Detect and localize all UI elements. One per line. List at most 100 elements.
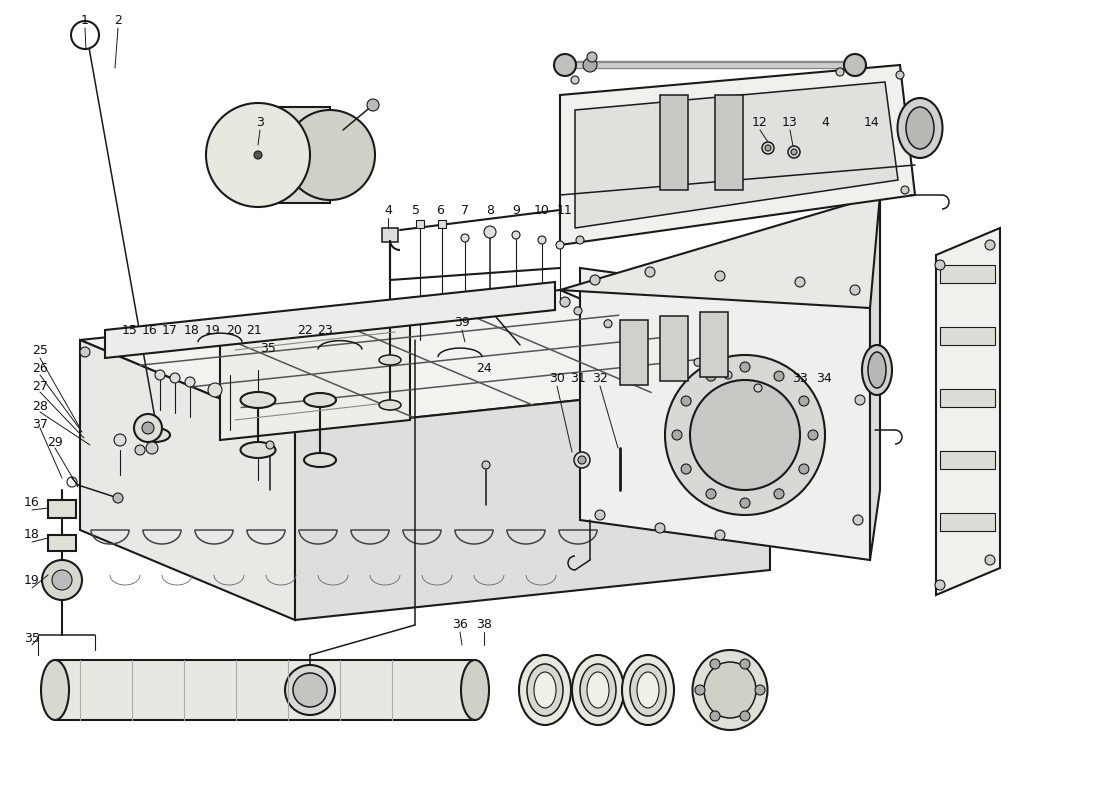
- Ellipse shape: [572, 655, 624, 725]
- Text: 24: 24: [476, 362, 492, 374]
- Circle shape: [855, 395, 865, 405]
- Circle shape: [740, 498, 750, 508]
- Circle shape: [574, 307, 582, 315]
- Text: 33: 33: [792, 371, 807, 385]
- Ellipse shape: [379, 400, 401, 410]
- Text: 37: 37: [32, 418, 48, 431]
- Circle shape: [799, 396, 808, 406]
- Text: 12: 12: [752, 115, 768, 129]
- Circle shape: [645, 267, 654, 277]
- Bar: [715, 95, 742, 190]
- Circle shape: [850, 285, 860, 295]
- Circle shape: [634, 333, 642, 341]
- Polygon shape: [580, 268, 870, 560]
- Text: 17: 17: [162, 323, 178, 337]
- Bar: [55, 660, 475, 720]
- Bar: [940, 327, 996, 345]
- Circle shape: [117, 343, 126, 353]
- Bar: [416, 220, 424, 228]
- Circle shape: [266, 441, 274, 449]
- Text: 28: 28: [32, 399, 48, 413]
- Ellipse shape: [379, 355, 401, 365]
- Circle shape: [190, 335, 201, 346]
- Circle shape: [654, 523, 666, 533]
- Text: 2: 2: [114, 14, 122, 26]
- Circle shape: [740, 711, 750, 721]
- Circle shape: [791, 149, 798, 155]
- Text: 4: 4: [384, 203, 392, 217]
- Circle shape: [710, 659, 720, 669]
- Circle shape: [134, 414, 162, 442]
- Circle shape: [604, 320, 612, 328]
- Text: 29: 29: [47, 435, 63, 449]
- Ellipse shape: [304, 453, 336, 467]
- Text: 18: 18: [24, 529, 40, 542]
- Bar: [940, 451, 996, 469]
- Circle shape: [538, 236, 546, 244]
- Circle shape: [154, 339, 164, 350]
- Text: 26: 26: [32, 362, 48, 374]
- Text: 6: 6: [436, 203, 444, 217]
- Polygon shape: [295, 380, 770, 620]
- Circle shape: [482, 461, 490, 469]
- Text: 31: 31: [570, 371, 586, 385]
- Ellipse shape: [461, 660, 490, 720]
- Circle shape: [681, 464, 691, 474]
- Text: 25: 25: [32, 343, 48, 357]
- Circle shape: [935, 260, 945, 270]
- Circle shape: [852, 515, 864, 525]
- Text: 39: 39: [454, 315, 470, 329]
- Text: 35: 35: [24, 631, 40, 645]
- Text: 35: 35: [260, 342, 276, 354]
- Circle shape: [754, 384, 762, 392]
- Text: 27: 27: [32, 379, 48, 393]
- Bar: [700, 312, 728, 377]
- Bar: [660, 95, 688, 190]
- Ellipse shape: [293, 673, 327, 707]
- Polygon shape: [575, 82, 898, 228]
- Circle shape: [774, 489, 784, 499]
- Circle shape: [42, 560, 82, 600]
- Text: 10: 10: [535, 203, 550, 217]
- Ellipse shape: [693, 650, 768, 730]
- Polygon shape: [870, 195, 880, 560]
- Polygon shape: [80, 340, 295, 620]
- Polygon shape: [80, 290, 770, 430]
- Circle shape: [206, 103, 310, 207]
- Circle shape: [524, 301, 534, 311]
- Circle shape: [142, 422, 154, 434]
- Ellipse shape: [580, 664, 616, 716]
- Bar: [48, 500, 76, 518]
- Circle shape: [80, 347, 90, 357]
- Ellipse shape: [285, 665, 336, 715]
- Circle shape: [672, 430, 682, 440]
- Circle shape: [484, 226, 496, 238]
- Circle shape: [367, 99, 380, 111]
- Circle shape: [228, 332, 238, 342]
- Circle shape: [113, 493, 123, 503]
- Text: eurospares: eurospares: [179, 349, 461, 391]
- Text: 18: 18: [184, 323, 200, 337]
- Circle shape: [544, 294, 552, 302]
- Text: 5: 5: [412, 203, 420, 217]
- Bar: [940, 389, 996, 407]
- Circle shape: [740, 659, 750, 669]
- Text: 14: 14: [865, 115, 880, 129]
- Text: 22: 22: [297, 323, 312, 337]
- Circle shape: [208, 383, 222, 397]
- Circle shape: [449, 309, 459, 318]
- Text: 9: 9: [513, 203, 520, 217]
- Circle shape: [706, 371, 716, 381]
- Circle shape: [301, 324, 311, 334]
- Circle shape: [808, 430, 818, 440]
- Ellipse shape: [534, 672, 556, 708]
- Ellipse shape: [41, 660, 69, 720]
- Ellipse shape: [898, 98, 943, 158]
- Circle shape: [896, 71, 904, 79]
- Text: 15: 15: [122, 323, 138, 337]
- Ellipse shape: [554, 54, 576, 76]
- Circle shape: [135, 445, 145, 455]
- Circle shape: [715, 530, 725, 540]
- Circle shape: [339, 320, 349, 330]
- Circle shape: [285, 110, 375, 200]
